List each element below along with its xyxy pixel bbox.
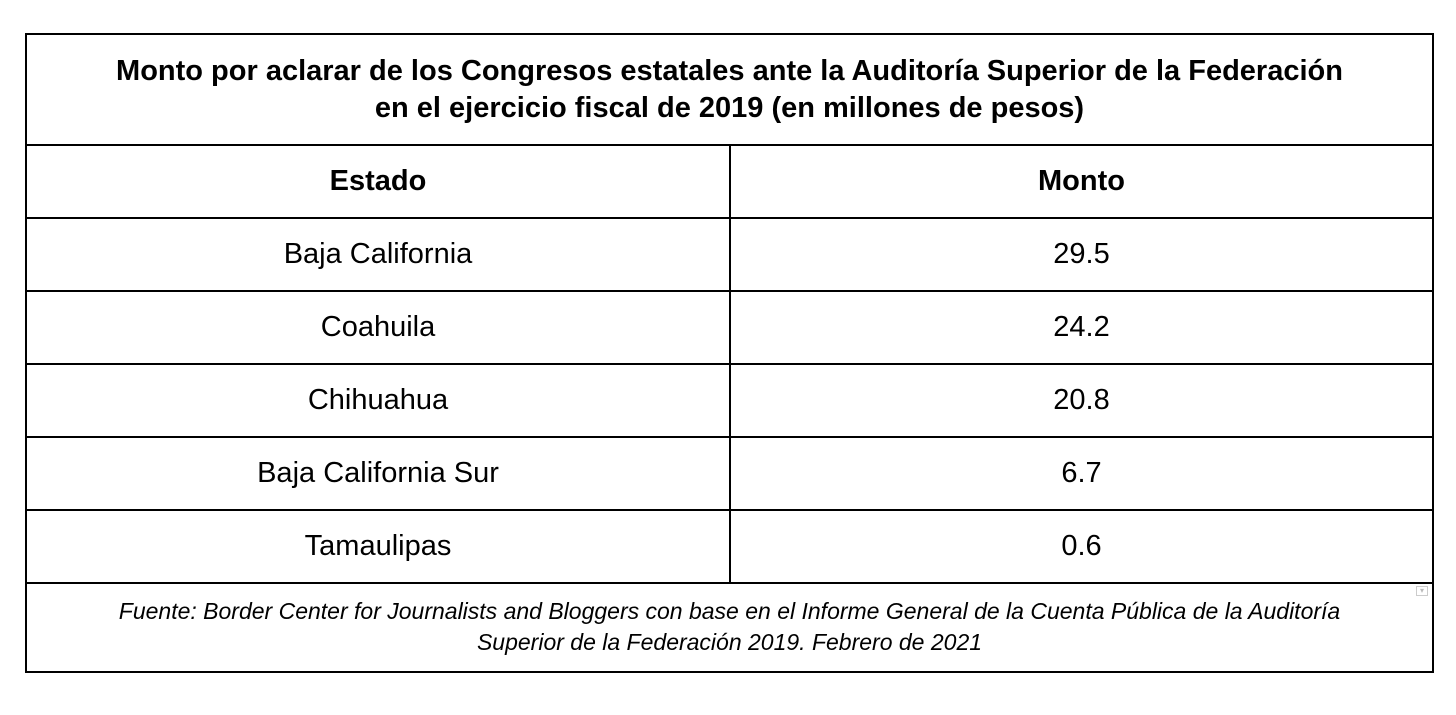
table-grid: Estado Monto Baja California 29.5 Coahui…	[27, 146, 1432, 584]
cell-monto: 29.5	[1053, 238, 1110, 270]
table-row: Coahuila 24.2	[27, 292, 1432, 365]
dropdown-corner-icon[interactable]: ▾	[1416, 586, 1428, 596]
cell-monto: 0.6	[1061, 530, 1102, 562]
cell-monto: 20.8	[1053, 384, 1110, 416]
cell-estado: Coahuila	[27, 292, 731, 363]
cell-estado: Tamaulipas	[27, 511, 731, 582]
column-header-estado: Estado	[27, 146, 731, 217]
table-row: Baja California Sur 6.7	[27, 438, 1432, 511]
source-line-1: Fuente: Border Center for Journalists an…	[118, 598, 1341, 624]
cell-monto: 24.2	[1053, 311, 1110, 343]
cell-estado: Chihuahua	[27, 365, 731, 436]
table-source-note: Fuente: Border Center for Journalists an…	[27, 583, 1432, 671]
table-title: Monto por aclarar de los Congresos estat…	[27, 35, 1432, 146]
table-header-row: Estado Monto	[27, 146, 1432, 219]
table-row: Chihuahua 20.8	[27, 365, 1432, 438]
cell-estado: Baja California	[27, 219, 731, 290]
cell-estado: Baja California Sur	[27, 438, 731, 509]
source-line-2: Superior de la Federación 2019. Febrero …	[476, 629, 983, 655]
table-title-line-2: en el ejercicio fiscal de 2019 (en millo…	[374, 91, 1085, 124]
table-row: Tamaulipas 0.6	[27, 511, 1432, 584]
cell-monto: 6.7	[1061, 457, 1102, 489]
table-row: Baja California 29.5	[27, 219, 1432, 292]
data-table: Monto por aclarar de los Congresos estat…	[25, 33, 1434, 673]
column-header-monto: Monto	[1038, 165, 1125, 197]
table-title-line-1: Monto por aclarar de los Congresos estat…	[116, 54, 1343, 87]
